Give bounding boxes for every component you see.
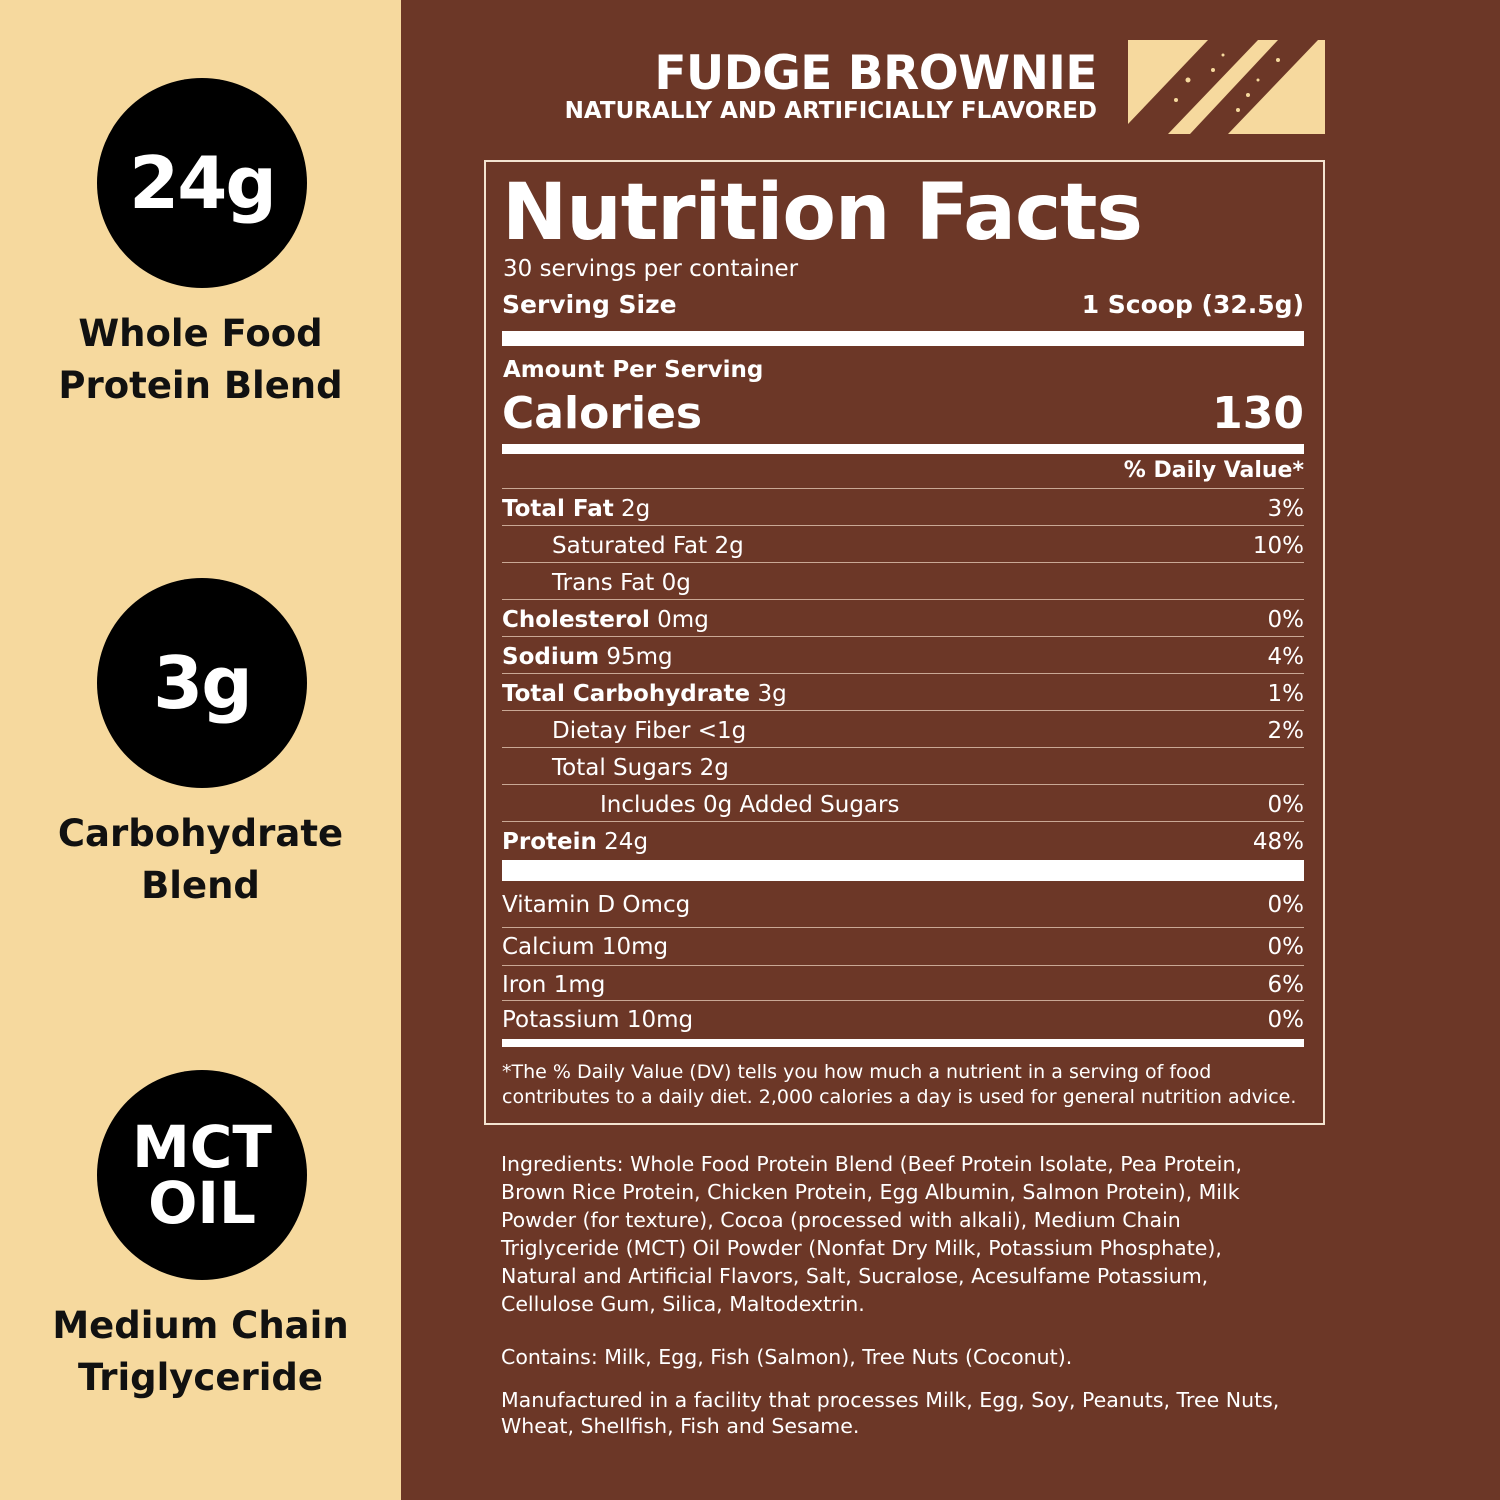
row-divider — [502, 1000, 1304, 1001]
nutrition-facts-title: Nutrition Facts — [502, 168, 1143, 258]
nutrient-label: Includes 0g Added Sugars — [600, 792, 900, 818]
amount-per-serving: Amount Per Serving — [503, 357, 764, 383]
servings-per-container: 30 servings per container — [503, 256, 799, 282]
row-divider — [502, 821, 1304, 822]
mct-badge: MCT OIL — [97, 1070, 307, 1280]
thick-divider — [502, 331, 1304, 346]
nutrient-daily-value: 48% — [1252, 829, 1304, 855]
vitamin-row: Iron 1mg 6% — [502, 972, 1304, 998]
nutrient-daily-value: 4% — [1267, 644, 1305, 670]
nutrient-daily-value: 1% — [1267, 681, 1305, 707]
row-divider — [502, 710, 1304, 711]
allergen-contains: Contains: Milk, Egg, Fish (Salmon), Tree… — [501, 1345, 1073, 1369]
vitamin-row: Potassium 10mg 0% — [502, 1007, 1304, 1033]
row-divider — [502, 784, 1304, 785]
calories-row: Calories 130 — [502, 387, 1304, 439]
nutrient-row: Includes 0g Added Sugars 0% — [502, 790, 1304, 820]
nutrition-facts-panel: Nutrition Facts 30 servings per containe… — [484, 160, 1325, 1125]
row-divider — [502, 965, 1304, 966]
thick-divider — [502, 1039, 1304, 1047]
vitamin-row: Calcium 10mg 0% — [502, 934, 1304, 960]
nutrient-label: Total Carbohydrate 3g — [502, 681, 787, 707]
vitamin-row: Vitamin D Omcg 0% — [502, 892, 1304, 918]
flavor-title: FUDGE BROWNIE — [654, 46, 1097, 101]
nutrient-label: Dietay Fiber <1g — [552, 718, 747, 744]
brownie-swatch-image — [1128, 40, 1325, 134]
protein-badge: 24g — [97, 78, 307, 288]
row-divider — [502, 562, 1304, 563]
carb-badge: 3g — [97, 578, 307, 788]
carb-feature-label: Carbohydrate Blend — [57, 812, 344, 907]
nutrient-daily-value: 0% — [1267, 792, 1305, 818]
row-divider — [502, 488, 1304, 489]
serving-size-row: Serving Size 1 Scoop (32.5g) — [502, 289, 1304, 319]
nutrient-row: Total Sugars 2g — [502, 753, 1304, 783]
daily-value-header: % Daily Value* — [1123, 457, 1304, 483]
nutrient-daily-value: 3% — [1267, 496, 1305, 522]
nutrient-daily-value: 10% — [1252, 533, 1304, 559]
nutrient-label: Sodium 95mg — [502, 644, 673, 670]
nutrient-row: Saturated Fat 2g 10% — [502, 531, 1304, 561]
row-divider — [502, 525, 1304, 526]
nutrient-label: Trans Fat 0g — [552, 570, 691, 596]
nutrient-label: Cholesterol 0mg — [502, 607, 709, 633]
mct-feature-label: Medium Chain Triglyceride — [52, 1304, 349, 1399]
flavor-note: NATURALLY AND ARTIFICIALLY FLAVORED — [564, 98, 1097, 124]
nutrient-row: Protein 24g 48% — [502, 827, 1304, 857]
nutrient-row: Cholesterol 0mg 0% — [502, 605, 1304, 635]
nutrient-label: Saturated Fat 2g — [552, 533, 744, 559]
features-panel: 24g Whole Food Protein Blend 3g Carbohyd… — [0, 0, 401, 1500]
nutrient-row: Trans Fat 0g — [502, 568, 1304, 598]
row-divider — [502, 927, 1304, 928]
protein-feature-label: Whole Food Protein Blend — [58, 312, 343, 407]
ingredients-list: Ingredients: Whole Food Protein Blend (B… — [501, 1152, 1242, 1316]
nutrient-label: Protein 24g — [502, 829, 649, 855]
nutrient-row: Total Fat 2g 3% — [502, 494, 1304, 524]
nutrient-daily-value: 0% — [1267, 607, 1305, 633]
nutrient-row: Dietay Fiber <1g 2% — [502, 716, 1304, 746]
thick-divider — [502, 860, 1304, 881]
facility-statement: Manufactured in a facility that processe… — [501, 1388, 1280, 1438]
nutrient-row: Sodium 95mg 4% — [502, 642, 1304, 672]
row-divider — [502, 599, 1304, 600]
row-divider — [502, 747, 1304, 748]
thick-divider — [502, 444, 1304, 454]
daily-value-footnote: *The % Daily Value (DV) tells you how mu… — [502, 1061, 1297, 1108]
row-divider — [502, 673, 1304, 674]
nutrient-daily-value: 2% — [1267, 718, 1305, 744]
row-divider — [502, 636, 1304, 637]
nutrient-label: Total Fat 2g — [502, 496, 651, 522]
nutrient-row: Total Carbohydrate 3g 1% — [502, 679, 1304, 709]
nutrient-label: Total Sugars 2g — [552, 755, 729, 781]
